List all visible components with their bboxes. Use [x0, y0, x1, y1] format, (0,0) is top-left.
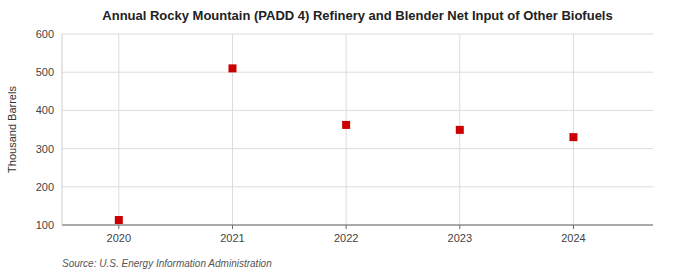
y-tick-label: 600 [36, 28, 54, 40]
y-tick-label: 500 [36, 66, 54, 78]
x-grid-line [118, 34, 119, 225]
points [115, 64, 578, 224]
chart-container: Annual Rocky Mountain (PADD 4) Refinery … [0, 0, 675, 275]
point [115, 216, 123, 224]
y-grid-line [62, 225, 653, 226]
y-grid-line [62, 72, 653, 73]
x-axis-line [62, 225, 653, 226]
axes: 100 200 300 400 500 600 2020 2021 2022 2023 2024 [36, 28, 653, 244]
point [456, 126, 464, 134]
y-grid-line [62, 186, 653, 187]
grid [62, 34, 653, 225]
y-axis-label: Thousand Barrels [6, 86, 18, 173]
x-tick-label: 2020 [107, 232, 131, 244]
x-tick-label: 2021 [220, 232, 244, 244]
x-grid-line [232, 34, 233, 225]
y-grid-line [62, 148, 653, 149]
y-tick-label: 300 [36, 143, 54, 155]
point [342, 121, 350, 129]
source-note: Source: U.S. Energy Information Administ… [62, 258, 272, 269]
x-grid-line [573, 34, 574, 225]
x-tick-mark [232, 225, 233, 229]
y-tick-label: 400 [36, 104, 54, 116]
y-tick-label: 200 [36, 181, 54, 193]
x-tick-mark [118, 225, 119, 229]
x-tick-mark [346, 225, 347, 229]
x-grid-line [346, 34, 347, 225]
chart-title: Annual Rocky Mountain (PADD 4) Refinery … [102, 8, 612, 23]
x-tick-mark [459, 225, 460, 229]
point [228, 64, 236, 72]
x-tick-label: 2022 [334, 232, 358, 244]
y-tick-label: 100 [36, 219, 54, 231]
point [569, 133, 577, 141]
y-grid-line [62, 110, 653, 111]
chart-svg: Annual Rocky Mountain (PADD 4) Refinery … [0, 0, 675, 275]
x-tick-mark [573, 225, 574, 229]
x-tick-label: 2024 [561, 232, 585, 244]
x-tick-label: 2023 [448, 232, 472, 244]
y-axis-line [62, 34, 63, 225]
y-grid-line [62, 34, 653, 35]
